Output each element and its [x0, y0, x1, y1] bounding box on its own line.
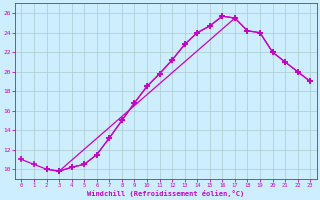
X-axis label: Windchill (Refroidissement éolien,°C): Windchill (Refroidissement éolien,°C): [87, 190, 244, 197]
